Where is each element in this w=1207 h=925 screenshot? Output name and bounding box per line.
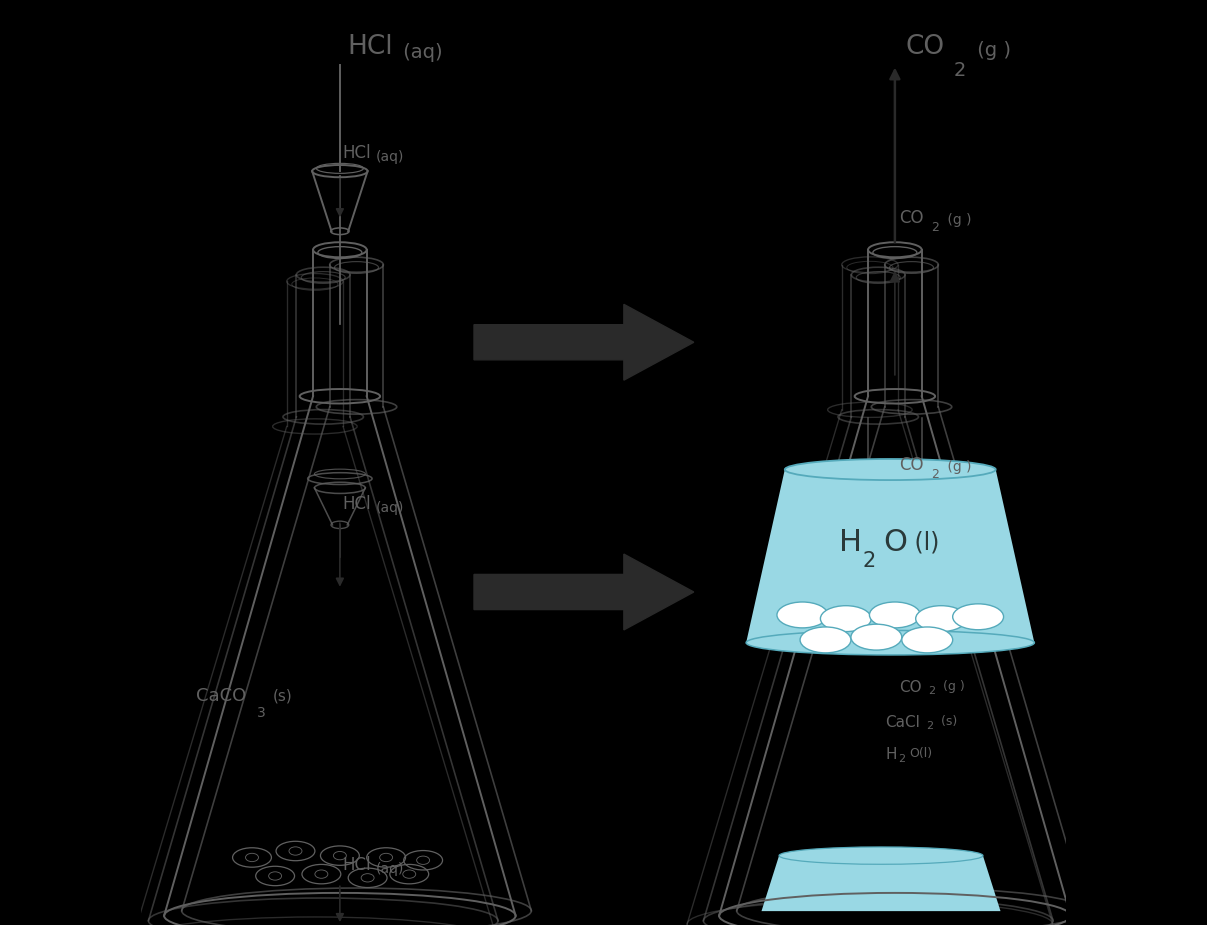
FancyArrow shape (474, 304, 694, 380)
Text: CaCO: CaCO (197, 687, 246, 705)
Text: (aq): (aq) (375, 150, 404, 164)
Ellipse shape (851, 624, 902, 650)
Text: 2: 2 (898, 754, 905, 764)
Text: HCl: HCl (343, 857, 372, 874)
Text: CO: CO (899, 209, 925, 227)
Text: (g ): (g ) (943, 213, 972, 227)
Ellipse shape (869, 602, 920, 628)
Text: H: H (839, 528, 862, 557)
Text: (aq): (aq) (375, 500, 404, 514)
Text: (s): (s) (273, 688, 292, 704)
Text: CaCl: CaCl (886, 715, 921, 730)
Text: (g ): (g ) (970, 41, 1010, 60)
Text: (l): (l) (906, 530, 939, 554)
Text: (aq): (aq) (375, 862, 404, 876)
Ellipse shape (785, 459, 996, 480)
Text: CO: CO (899, 680, 922, 695)
Polygon shape (762, 856, 1001, 911)
Text: 2: 2 (928, 686, 935, 697)
Text: CO: CO (906, 34, 945, 60)
FancyArrow shape (474, 554, 694, 630)
Text: 2: 2 (926, 722, 933, 732)
Text: O: O (882, 528, 906, 557)
Ellipse shape (800, 627, 851, 653)
Text: 2: 2 (931, 468, 939, 481)
Ellipse shape (821, 606, 871, 632)
Text: H: H (886, 747, 897, 762)
Text: HCl: HCl (348, 34, 393, 60)
Ellipse shape (952, 604, 1003, 630)
Text: 2: 2 (954, 61, 967, 80)
Text: (g ): (g ) (939, 680, 966, 693)
Text: (s): (s) (938, 715, 957, 728)
Text: O(l): O(l) (910, 747, 933, 760)
Polygon shape (746, 470, 1034, 643)
Text: 2: 2 (931, 221, 939, 234)
Ellipse shape (779, 847, 982, 864)
Text: CO: CO (899, 456, 925, 474)
Text: (aq): (aq) (397, 43, 443, 62)
Ellipse shape (916, 606, 967, 632)
Ellipse shape (902, 627, 952, 653)
Text: HCl: HCl (343, 144, 372, 162)
Ellipse shape (746, 631, 1034, 655)
Text: (g ): (g ) (943, 460, 972, 474)
Text: HCl: HCl (343, 495, 372, 512)
Ellipse shape (777, 602, 828, 628)
Text: 2: 2 (863, 550, 876, 571)
Text: 3: 3 (257, 706, 266, 720)
